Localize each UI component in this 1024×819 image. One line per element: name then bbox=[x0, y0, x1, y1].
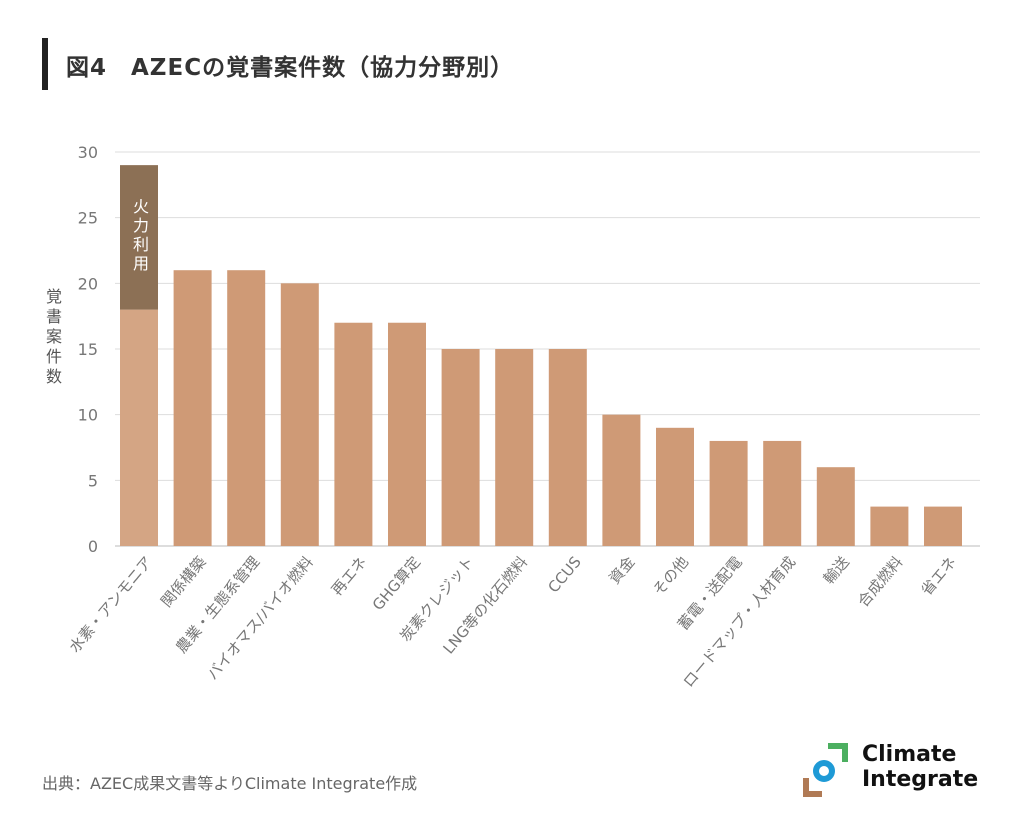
bar bbox=[173, 270, 212, 546]
bar bbox=[709, 440, 748, 546]
y-axis-label-char: 覚 bbox=[46, 287, 62, 306]
bar bbox=[227, 270, 266, 546]
y-tick-label: 15 bbox=[78, 340, 98, 359]
x-tick-label: その他 bbox=[649, 553, 692, 599]
stack-top-label: 火力利用 bbox=[130, 198, 149, 274]
logo-mark-icon bbox=[803, 743, 848, 797]
title-accent-bar bbox=[42, 38, 48, 90]
y-axis-label-char: 案 bbox=[46, 327, 62, 346]
y-axis-label-char: 書 bbox=[46, 307, 62, 326]
bar bbox=[924, 506, 962, 546]
logo-line2: Integrate bbox=[862, 767, 979, 792]
bar bbox=[280, 283, 319, 546]
bar bbox=[548, 349, 587, 546]
source-note: 出典：AZEC成果文書等よりClimate Integrate作成 bbox=[42, 774, 418, 793]
y-tick-label: 0 bbox=[88, 537, 98, 556]
x-tick-label: 水素・アンモニア bbox=[66, 553, 157, 656]
bar bbox=[495, 349, 534, 546]
bar-segment-base bbox=[120, 309, 158, 546]
y-tick-label: 5 bbox=[88, 471, 98, 490]
x-tick-label: GHG算定 bbox=[369, 553, 424, 614]
y-tick-label: 10 bbox=[78, 406, 98, 425]
y-tick-label: 30 bbox=[78, 143, 98, 162]
bar bbox=[388, 322, 426, 546]
bar bbox=[870, 506, 909, 546]
chart-title: 図4 AZECの覚書案件数（協力分野別） bbox=[66, 55, 515, 81]
bar bbox=[763, 440, 802, 546]
bar bbox=[656, 427, 694, 546]
bar bbox=[816, 467, 855, 546]
y-axis-label-char: 数 bbox=[46, 367, 62, 386]
x-tick-label: 関係構築 bbox=[157, 553, 209, 611]
x-tick-label: 合成燃料 bbox=[854, 553, 906, 611]
y-axis-label-char: 件 bbox=[46, 347, 62, 366]
climate-integrate-logo: Climate Integrate bbox=[800, 740, 990, 800]
bar-segment-top bbox=[120, 165, 158, 310]
x-tick-label: 輸送 bbox=[820, 553, 853, 588]
x-tick-label: 資金 bbox=[605, 553, 638, 588]
bar bbox=[441, 349, 480, 546]
bar bbox=[334, 322, 373, 546]
bar bbox=[602, 414, 641, 546]
logo-line1: Climate bbox=[862, 742, 957, 767]
x-tick-label: CCUS bbox=[544, 553, 584, 596]
y-tick-label: 25 bbox=[78, 209, 98, 228]
x-tick-label: 省エネ bbox=[917, 553, 960, 599]
x-tick-label: バイオマス/バイオ燃料 bbox=[203, 553, 316, 683]
x-tick-label: 再エネ bbox=[328, 553, 371, 599]
y-tick-label: 20 bbox=[78, 274, 98, 293]
